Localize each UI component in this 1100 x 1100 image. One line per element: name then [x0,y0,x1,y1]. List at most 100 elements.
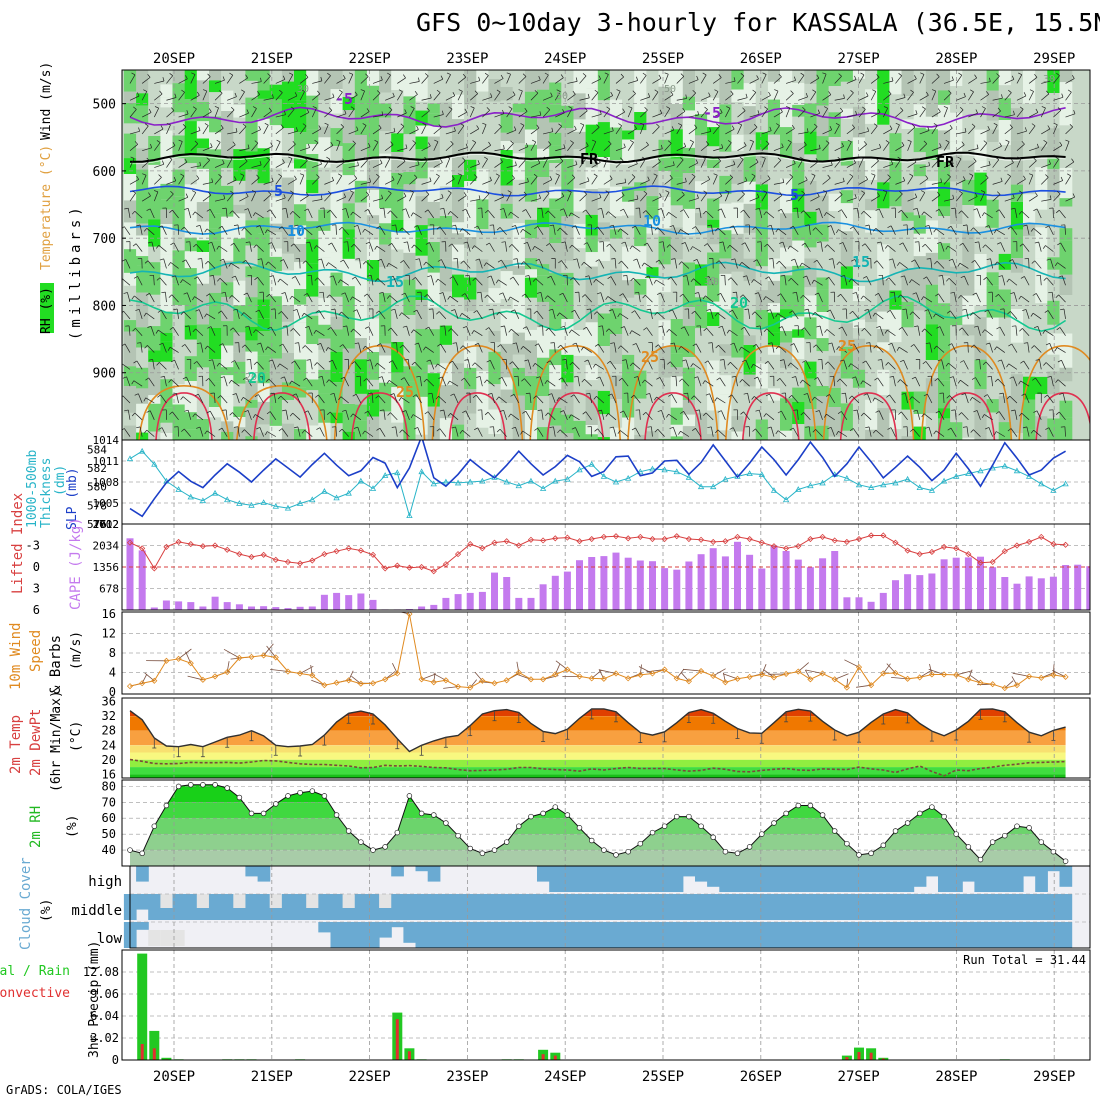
wind-barb [341,311,349,320]
wind-barb-flag [170,242,175,246]
wind-barb-flag [617,345,622,349]
wind-barb [810,196,820,202]
wind-barb [133,380,143,387]
wind-barb [964,275,969,286]
wind-barb [765,296,775,303]
wind-barb [427,294,435,303]
rh-cell [597,222,611,242]
wind-barb [141,160,150,168]
wind-barb-flag [148,192,151,197]
wind-barb [161,427,167,437]
wind-barb [494,78,504,84]
rh-cell [719,194,733,204]
wind-barb [785,107,791,118]
wind-barb-flag [341,409,347,412]
wind-barb-flag [561,192,565,197]
rh-cell [464,191,477,205]
wind-barb [226,144,236,152]
thickness-point [795,486,802,492]
wind-barb-flag [763,413,767,417]
rh-cell [427,307,441,330]
wind-barb [396,175,403,185]
wind-barb-flag [198,126,201,131]
wind-barb [340,396,349,404]
wind-barb [661,410,665,420]
wind-barb-flag [477,160,480,165]
wind-barb [808,224,811,235]
wind-barb-flag [792,291,797,294]
wind-barb [230,262,240,269]
rh-cell [233,238,247,265]
rh-cell [901,178,915,191]
wind-barb [279,363,289,370]
rh-cell [962,78,976,97]
rh-cell [136,235,149,257]
wind-barb [950,226,957,235]
wind-barb [992,124,998,135]
rh-cell [622,215,635,247]
wind-barb [470,80,480,84]
wind-barb [1059,209,1066,219]
wind-barb [962,243,969,252]
wind-barb [244,429,252,437]
wind-barb-flag [703,210,707,215]
wind-barb-flag [692,343,697,347]
wind-barb [464,377,471,387]
wind-barb-flag [244,208,249,211]
wind-barb [773,195,783,202]
wind-barb-flag [901,142,905,146]
rh-cell [913,391,927,414]
wind-barb-flag [256,225,261,228]
wind-barb [1059,327,1066,336]
wind-barb [543,131,553,135]
wind-barb-flag [460,345,464,349]
wind-barb-flag [429,177,432,182]
wind-barb [182,396,191,404]
wind-barb [929,342,933,353]
wind-barb-flag [945,245,949,250]
rh-cell [221,396,234,422]
wind-barb-flag [133,360,138,364]
wind-barb-flag [971,377,976,380]
wind-barb-flag [835,431,839,435]
wind-barb-flag [733,77,736,82]
wind-barb-flag [945,362,949,367]
wind-barb-flag [788,395,793,399]
rh-cell [840,93,854,109]
rh-cell [1035,227,1048,259]
rh-cell [962,70,976,79]
rh-cell [865,399,878,430]
wind-barb [553,426,556,437]
wind-barb [928,225,933,235]
wind-barb [1002,275,1006,286]
rh-cell [658,228,672,237]
wind-barb-flag [1007,173,1011,177]
wind-barb-flag [338,173,342,177]
wind-barb [124,226,131,236]
wind-barb-flag [560,325,565,328]
wind-barb-flag [607,276,612,279]
wind-barb-flag [799,379,803,384]
wind-barb [381,376,386,387]
wind-barb [973,344,981,353]
wind-barb [948,278,957,286]
wind-barb [611,393,617,404]
wind-barb [695,428,702,437]
rh-cell [828,238,842,271]
wind-barb-flag [429,94,432,99]
wind-barb [516,258,520,269]
wind-barb [457,111,467,118]
wind-barb [645,294,653,303]
wind-barb-flag [647,224,652,226]
wind-barb [239,77,248,84]
wind-barb-flag [256,427,261,430]
wind-barb [1041,128,1051,135]
wind-barb-flag [133,106,137,110]
rh-cell [427,125,441,137]
wind-barb-flag [949,124,953,129]
wind-barb [492,309,495,319]
rh-cell [573,70,587,94]
wind-barb-flag [313,245,317,249]
rh-cell [925,324,939,361]
wind-barb [353,328,362,336]
